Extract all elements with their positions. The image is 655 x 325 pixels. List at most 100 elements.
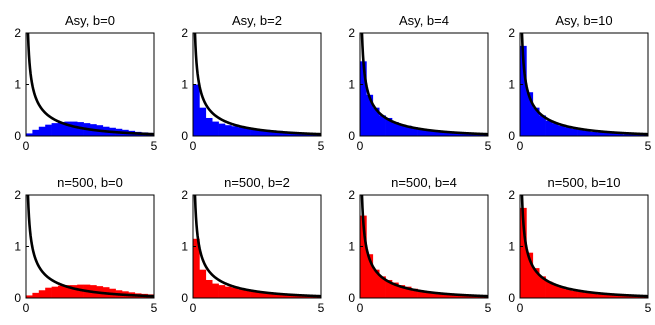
histogram-bar <box>250 128 258 136</box>
y-tick-label: 1 <box>348 240 355 254</box>
histogram-bar <box>526 92 534 136</box>
density-curve <box>193 195 321 298</box>
histogram-bar <box>64 121 72 136</box>
histogram-bar <box>301 295 309 298</box>
histogram-bar <box>526 252 534 298</box>
histogram-bar <box>231 126 239 136</box>
histogram-bar <box>545 281 553 298</box>
panel-title: Asy, b=4 <box>399 13 449 28</box>
histogram-bar <box>379 115 386 136</box>
x-tick-label: 0 <box>517 301 524 315</box>
histogram-bar <box>32 129 40 136</box>
histogram-bar <box>250 291 258 298</box>
panel-5: 0 5 0 1 2 n=500, b=0 <box>14 175 158 315</box>
panel-3: 0 5 0 1 2 Asy, b=4 <box>348 13 491 153</box>
histogram-bar <box>205 279 213 298</box>
panel-1: 0 5 0 1 2 Asy, b=0 <box>14 13 157 153</box>
histogram-bar <box>282 131 290 136</box>
histogram-bar <box>205 117 213 136</box>
density-curve <box>193 33 321 136</box>
histogram-bar <box>32 292 40 298</box>
x-tick-label: 5 <box>151 301 158 315</box>
histogram-bar <box>552 123 559 137</box>
density-curve <box>26 195 154 298</box>
y-tick-label: 1 <box>14 240 21 254</box>
density-curve <box>360 33 488 136</box>
histogram-bar <box>295 295 303 298</box>
histogram-bar <box>212 121 219 136</box>
histogram-bar <box>475 134 482 136</box>
histogram-bar <box>366 254 374 298</box>
histogram-bar <box>314 134 322 136</box>
density-curve <box>26 33 154 136</box>
x-tick-label: 5 <box>645 139 652 153</box>
histogram-bar <box>596 132 604 136</box>
histogram-bar <box>603 132 610 136</box>
y-tick-label: 1 <box>181 78 188 92</box>
histogram-bar <box>436 292 444 298</box>
panel-4: 0 5 0 1 2 Asy, b=10 <box>508 13 652 153</box>
histogram-bar <box>289 132 296 136</box>
y-tick-label: 0 <box>348 291 355 305</box>
histogram-bar <box>564 127 572 136</box>
histogram-bar <box>456 294 463 298</box>
panel-title: n=500, b=10 <box>547 175 620 190</box>
histogram-bar <box>58 285 65 298</box>
histogram-bar <box>577 291 585 298</box>
histogram-bar <box>436 131 444 136</box>
histogram-bar <box>609 295 617 298</box>
histogram-bar <box>411 127 418 136</box>
x-tick-label: 5 <box>318 301 325 315</box>
x-tick-label: 0 <box>357 301 364 315</box>
panel-7: 0 5 0 1 2 n=500, b=4 <box>348 175 492 315</box>
histogram-bar <box>301 133 309 136</box>
histogram-bar <box>577 129 585 136</box>
histogram-bar <box>263 129 271 136</box>
histogram-bar <box>443 131 450 136</box>
histogram-bar <box>295 133 303 136</box>
histogram-bar <box>385 117 393 136</box>
x-tick-label: 5 <box>485 301 492 315</box>
histogram-bar <box>590 293 598 298</box>
histogram-bar <box>257 129 264 136</box>
histogram-bar <box>45 287 52 298</box>
panel-title: Asy, b=0 <box>65 13 115 28</box>
y-tick-label: 0 <box>508 129 515 143</box>
histogram-bar <box>468 134 476 136</box>
histogram-bar <box>622 295 630 298</box>
histogram-bar <box>26 295 33 298</box>
panel-6: 0 5 0 1 2 n=500, b=2 <box>181 175 325 315</box>
histogram-bar <box>269 130 277 136</box>
histogram-bar <box>590 131 598 136</box>
histogram-bar <box>237 289 245 298</box>
histogram-bar <box>225 286 232 298</box>
histogram-bar <box>77 284 84 298</box>
y-tick-label: 0 <box>348 129 355 143</box>
histogram-bar <box>449 294 457 298</box>
y-tick-label: 1 <box>348 78 355 92</box>
histogram-bar <box>276 293 283 298</box>
histogram-bar <box>539 276 546 298</box>
histogram-bar <box>628 296 636 298</box>
histogram-bar <box>417 128 425 136</box>
histogram-bar <box>45 124 52 136</box>
histogram-bar <box>379 276 386 298</box>
histogram-bar <box>596 294 604 298</box>
axes-box <box>25 32 155 137</box>
y-tick-label: 2 <box>14 26 21 40</box>
histogram-bar <box>218 123 226 136</box>
histogram-bar <box>532 107 540 136</box>
histogram-bar <box>398 285 406 299</box>
histogram-bar <box>424 129 431 136</box>
histogram-bar <box>616 295 623 298</box>
histogram-bar <box>199 107 207 136</box>
histogram-bar <box>404 125 412 136</box>
histogram-bar <box>481 134 489 136</box>
histogram-bar <box>584 130 591 136</box>
histogram-bar <box>58 122 65 136</box>
histogram-bar <box>564 289 572 298</box>
histogram-bar <box>70 121 78 136</box>
y-tick-label: 0 <box>14 129 21 143</box>
x-tick-label: 0 <box>190 301 197 315</box>
histogram-bar <box>360 215 367 298</box>
